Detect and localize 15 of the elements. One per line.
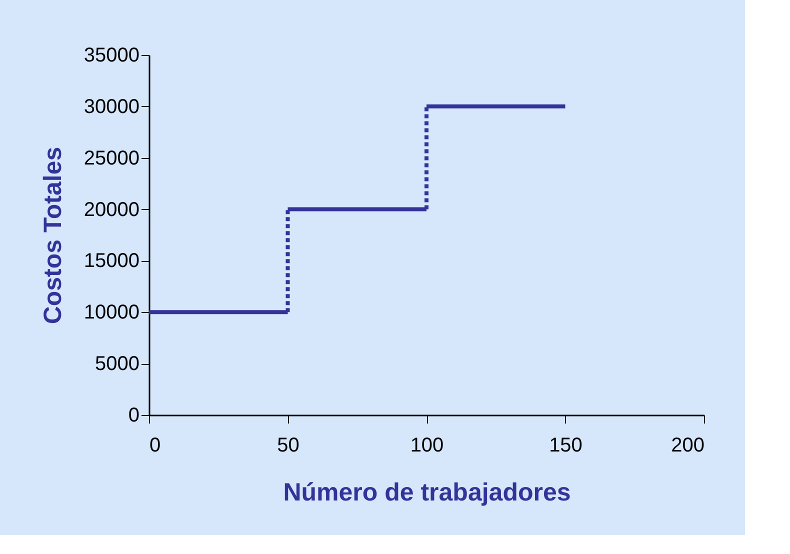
y-tick-label: 20000 xyxy=(84,198,140,221)
y-tick-label: 5000 xyxy=(95,353,140,376)
y-tick-label: 25000 xyxy=(84,147,140,170)
x-tick-label: 200 xyxy=(671,434,704,456)
y-tick-label: 15000 xyxy=(84,250,140,272)
x-tick-label: 100 xyxy=(410,434,444,456)
y-tick-label: 30000 xyxy=(84,96,140,118)
x-axis-title: Número de trabajadores xyxy=(283,478,571,506)
x-tick-label: 50 xyxy=(277,434,300,456)
y-tick-label: 0 xyxy=(128,404,140,426)
x-tick-label: 150 xyxy=(549,434,582,456)
x-tick-label: 0 xyxy=(150,434,161,456)
y-tick-label: 10000 xyxy=(84,302,140,324)
y-axis-title: Costos Totales xyxy=(38,146,67,324)
y-tick-label: 35000 xyxy=(84,44,140,66)
